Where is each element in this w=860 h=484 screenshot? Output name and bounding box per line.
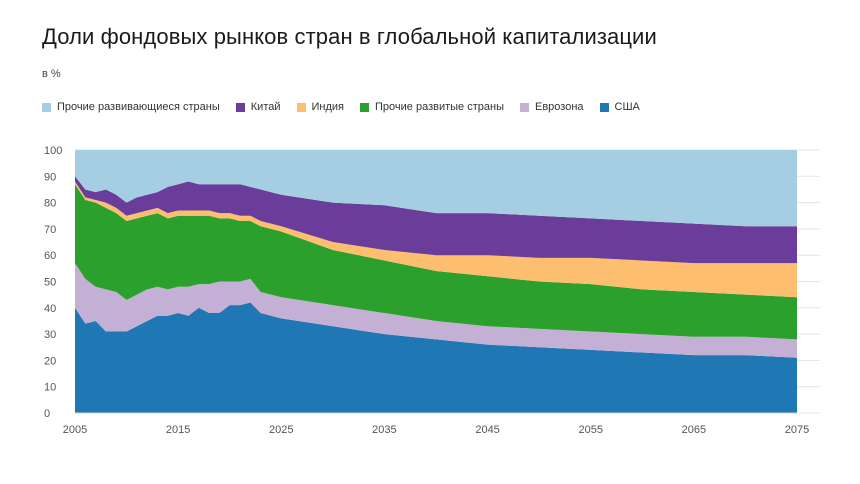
x-tick-label: 2075 <box>785 424 809 436</box>
y-tick-label: 0 <box>44 408 50 420</box>
y-tick-label: 20 <box>44 355 56 367</box>
legend-item: США <box>599 101 640 113</box>
area-series-0 <box>75 302 797 413</box>
legend-swatch <box>519 102 529 112</box>
legend-label: Прочие развитые страны <box>375 101 504 113</box>
x-tick-label: 2005 <box>63 424 87 436</box>
x-tick-label: 2055 <box>578 424 602 436</box>
area-series-4 <box>75 176 797 264</box>
legend-item: Прочие развитые страны <box>360 101 504 113</box>
y-tick-label: 50 <box>44 277 56 289</box>
legend-item: Китай <box>235 101 281 113</box>
legend-swatch <box>360 102 370 112</box>
area-series-2 <box>75 184 797 340</box>
legend-item: Индия <box>296 101 345 113</box>
x-tick-label: 2025 <box>269 424 293 436</box>
x-tick-label: 2065 <box>682 424 706 436</box>
chart-legend: Прочие развивающиеся страны Китай Индия Про… <box>42 101 656 113</box>
y-tick-label: 60 <box>44 250 56 262</box>
x-tick-label: 2035 <box>372 424 396 436</box>
legend-swatch <box>42 102 51 112</box>
legend-label: Прочие развивающиеся страны <box>57 101 220 113</box>
legend-swatch <box>599 102 609 112</box>
legend-item: Прочие развивающиеся страны <box>42 101 220 113</box>
x-tick-label: 2045 <box>475 424 499 436</box>
y-tick-label: 100 <box>44 145 62 157</box>
y-tick-label: 80 <box>44 198 56 210</box>
y-tick-label: 70 <box>44 224 56 236</box>
chart-title: Доли фондовых рынков стран в глобальной … <box>42 24 657 49</box>
y-tick-label: 40 <box>44 303 56 315</box>
x-tick-label: 2015 <box>166 424 190 436</box>
y-tick-label: 10 <box>44 382 56 394</box>
legend-label: Еврозона <box>534 101 584 113</box>
area-series-1 <box>75 263 797 358</box>
legend-swatch <box>235 102 245 112</box>
area-series-5 <box>75 150 797 227</box>
legend-swatch <box>296 102 306 112</box>
legend-label: Китай <box>250 101 281 113</box>
legend-label: США <box>614 101 640 113</box>
y-tick-label: 30 <box>44 329 56 341</box>
y-tick-label: 90 <box>44 171 56 183</box>
y-axis-unit-label: в % <box>42 68 61 80</box>
legend-label: Индия <box>311 101 345 113</box>
legend-item: Еврозона <box>519 101 584 113</box>
area-series-3 <box>75 181 797 298</box>
